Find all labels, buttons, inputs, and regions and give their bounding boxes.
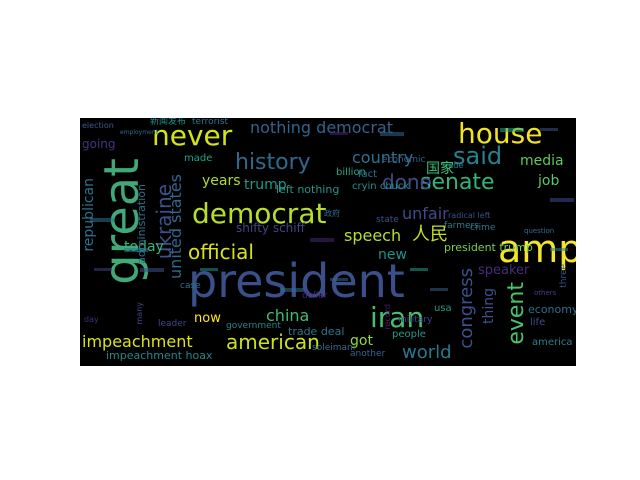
- cloud-word: event: [504, 282, 529, 345]
- cloud-word: president trump: [444, 241, 533, 254]
- cloud-word: thing: [481, 288, 497, 325]
- cloud-texture-mark: [540, 128, 558, 131]
- cloud-word: many: [135, 302, 144, 325]
- cloud-word: democrat: [192, 197, 327, 230]
- cloud-texture-mark: [550, 248, 568, 251]
- cloud-word: government: [226, 321, 281, 331]
- cloud-word: state: [376, 215, 399, 225]
- cloud-word: got: [350, 333, 373, 349]
- cloud-word: media: [520, 153, 564, 169]
- cloud-word: impeachment: [82, 332, 193, 351]
- cloud-word: record: [383, 304, 392, 330]
- cloud-word: united states: [166, 174, 185, 279]
- cloud-word: farmers: [444, 221, 479, 231]
- cloud-texture-mark: [550, 198, 574, 202]
- cloud-word: world: [402, 342, 452, 363]
- cloud-word: america: [532, 337, 573, 348]
- cloud-word: shifty schiff: [236, 221, 305, 235]
- cloud-word: three: [559, 264, 569, 288]
- cloud-word: trade deal: [288, 325, 345, 338]
- cloud-word: dollar: [302, 291, 328, 301]
- cloud-texture-mark: [200, 268, 218, 271]
- cloud-word: 国家: [426, 161, 454, 177]
- cloud-texture-mark: [310, 238, 334, 242]
- cloud-word: crime: [470, 223, 496, 233]
- cloud-word: case: [180, 281, 201, 291]
- cloud-word: now: [194, 311, 221, 326]
- cloud-word: trump: [244, 177, 287, 193]
- cloud-word: 新闻发布: [150, 118, 187, 127]
- cloud-texture-mark: [140, 268, 164, 272]
- cloud-word: election: [82, 121, 114, 130]
- cloud-word: made: [184, 153, 213, 164]
- cloud-texture-mark: [380, 132, 404, 136]
- cloud-word: senate: [420, 170, 495, 195]
- cloud-word: china: [266, 306, 310, 325]
- cloud-word: iran: [370, 301, 425, 334]
- cloud-texture-mark: [430, 288, 448, 291]
- cloud-word: unfair: [402, 204, 449, 223]
- cloud-word: american: [226, 330, 320, 354]
- cloud-word: done: [382, 170, 432, 194]
- cloud-word: 人民: [412, 224, 448, 245]
- cloud-texture-mark: [410, 268, 428, 271]
- cloud-word: congress: [456, 268, 477, 349]
- cloud-word: job: [538, 173, 560, 189]
- cloud-word: republican: [81, 178, 97, 252]
- cloud-word: day: [84, 315, 99, 324]
- cloud-word: impeachment hoax: [106, 349, 213, 362]
- cloud-word: terrorist: [192, 118, 229, 127]
- cloud-word: left nothing: [276, 183, 340, 196]
- cloud-word: soleimani: [312, 343, 356, 353]
- cloud-word: years: [202, 173, 241, 189]
- cloud-word: economic: [382, 155, 426, 165]
- cloud-word: question: [524, 227, 555, 235]
- cloud-word: history: [235, 150, 311, 175]
- cloud-word: said: [453, 142, 503, 170]
- cloud-word: life: [530, 317, 546, 328]
- cloud-word: nothing democrat: [250, 118, 393, 137]
- cloud-word: speech: [344, 226, 402, 245]
- cloud-texture-mark: [500, 128, 524, 132]
- cloud-word: house: [458, 118, 543, 150]
- cloud-word: official: [188, 240, 254, 264]
- cloud-word: going: [82, 137, 116, 151]
- cloud-texture-mark: [330, 278, 348, 281]
- cloud-word: new: [378, 247, 407, 263]
- cloud-word: usa: [434, 303, 452, 314]
- cloud-texture-mark: [94, 268, 112, 271]
- cloud-word: president: [188, 254, 405, 308]
- cloud-word: billion: [336, 167, 366, 178]
- cloud-word: leader: [158, 319, 187, 329]
- cloud-word: employment: [120, 129, 158, 136]
- cloud-texture-mark: [124, 248, 148, 252]
- cloud-word: military: [398, 315, 433, 325]
- cloud-word: 政府: [324, 209, 340, 218]
- cloud-word: another: [350, 349, 386, 359]
- word-cloud-image: president great democrat amp house never histo…: [80, 118, 576, 366]
- cloud-texture-mark: [280, 288, 304, 292]
- cloud-word: never: [152, 119, 233, 152]
- cloud-word: others: [534, 289, 557, 297]
- cloud-word: trade: [442, 161, 464, 170]
- cloud-texture-mark: [330, 132, 348, 135]
- cloud-word: speaker: [478, 263, 530, 278]
- cloud-word: cryin chuck: [352, 181, 410, 192]
- cloud-word: country: [352, 148, 414, 167]
- cloud-word: fact: [358, 169, 378, 180]
- cloud-word: economy: [528, 303, 576, 316]
- cloud-word: people: [392, 329, 426, 340]
- cloud-word: radical left: [448, 211, 491, 220]
- cloud-texture-mark: [90, 218, 114, 222]
